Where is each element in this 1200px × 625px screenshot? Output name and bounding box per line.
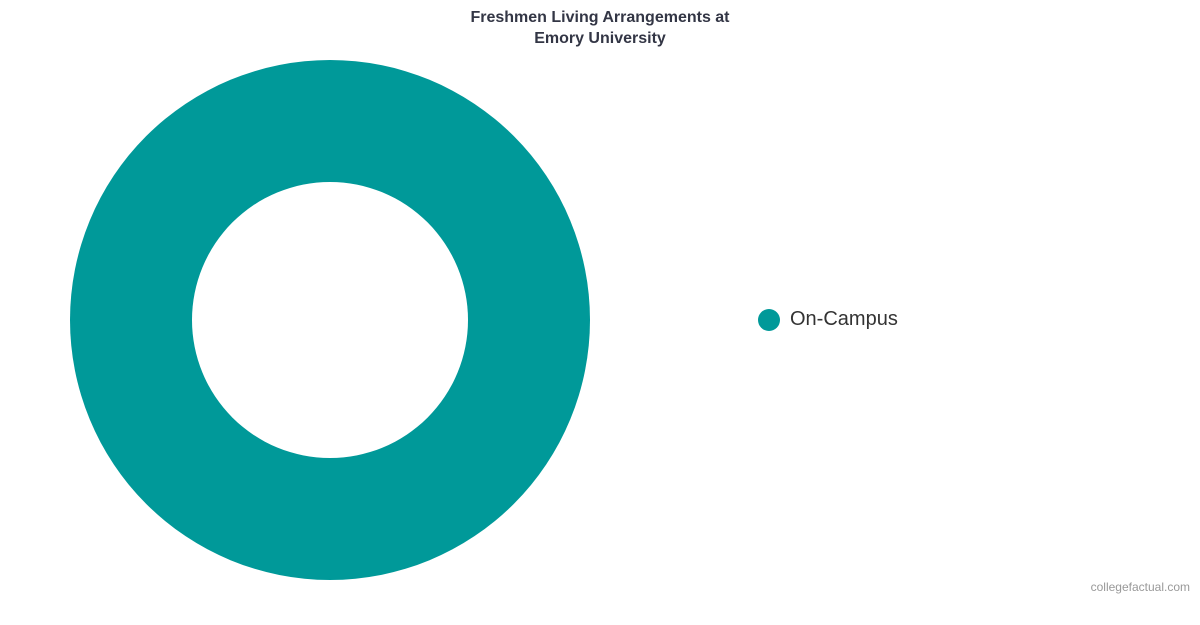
donut-chart: [30, 20, 630, 625]
attribution-text: collegefactual.com: [1091, 580, 1190, 594]
legend-marker-on-campus: [758, 309, 780, 331]
donut-inner-hole: [192, 182, 468, 458]
legend-label-on-campus: On-Campus: [790, 308, 898, 331]
chart-legend: On-Campus: [758, 308, 898, 331]
donut-svg: [30, 20, 630, 620]
